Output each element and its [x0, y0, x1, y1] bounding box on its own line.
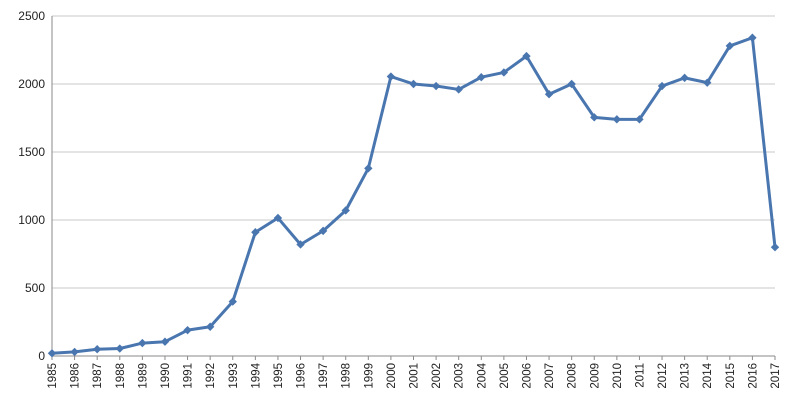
x-tick-labels: 1985 1986 1987 1988 1989 1990 1991 1992 1993 1994…	[47, 362, 782, 388]
data-series	[47, 33, 780, 358]
data-point-2017	[770, 243, 780, 252]
x-tick-label: 2004	[476, 362, 488, 388]
x-tick-label: 1985	[47, 363, 59, 389]
data-point-2013	[680, 73, 689, 83]
x-tick-label: 2009	[589, 363, 601, 389]
data-point-1993	[228, 297, 237, 306]
axes	[51, 16, 776, 360]
data-point-1988	[115, 344, 124, 353]
x-tick-label: 1993	[228, 363, 240, 389]
data-point-2007	[544, 90, 554, 99]
data-point-2000	[386, 72, 396, 81]
data-point-2005	[499, 68, 509, 77]
x-tick-label: 2010	[612, 363, 624, 389]
data-point-1994	[251, 228, 260, 237]
x-tick-label: 2001	[409, 363, 421, 389]
x-tick-label: 1987	[92, 363, 104, 389]
y-tick-label: 2000	[18, 77, 45, 91]
y-tick-label: 2500	[18, 9, 45, 23]
x-tick-label: 1997	[318, 363, 330, 389]
data-point-2008	[567, 79, 576, 89]
x-tick-label: 1995	[273, 363, 285, 389]
data-point-2009	[590, 113, 599, 122]
x-tick-label: 1989	[137, 363, 149, 389]
x-tick-label: 2013	[680, 363, 692, 389]
data-point-2001	[409, 79, 418, 89]
x-tick-label: 2008	[567, 363, 579, 389]
x-tick-label: 2005	[499, 363, 511, 389]
data-point-1991	[183, 325, 192, 335]
data-point-2003	[454, 85, 463, 94]
x-tick-label: 2014	[702, 362, 714, 388]
x-tick-label: 1999	[363, 363, 375, 389]
data-point-2014	[703, 78, 712, 87]
x-tick-label: 2006	[521, 363, 533, 389]
x-tick-label: 1990	[160, 363, 172, 389]
y-tick-labels: 0 500 1000 1500 2000 2500	[18, 9, 45, 363]
data-point-1987	[92, 345, 102, 354]
x-tick-label: 1996	[296, 363, 308, 389]
data-point-1998	[341, 206, 350, 215]
y-tick-label: 0	[38, 349, 45, 363]
data-point-1992	[205, 322, 215, 331]
data-point-2010	[612, 115, 622, 124]
data-point-2006	[522, 51, 531, 61]
x-tick-label: 2012	[657, 363, 669, 389]
x-tick-label: 1988	[115, 363, 127, 389]
x-tick-label: 1991	[183, 363, 195, 389]
data-point-1990	[160, 337, 170, 346]
data-point-1995	[273, 213, 283, 223]
x-tick-label: 1998	[341, 363, 353, 389]
data-point-2015	[725, 41, 735, 51]
gridlines	[52, 15, 775, 289]
data-point-1999	[364, 164, 373, 173]
x-tick-label: 2016	[747, 363, 759, 389]
y-tick-label: 500	[25, 281, 45, 295]
x-tick-label: 1992	[205, 363, 217, 389]
x-tick-label: 2007	[544, 363, 556, 389]
data-point-1985	[47, 349, 57, 358]
data-point-1997	[318, 226, 328, 236]
data-point-2011	[635, 115, 644, 124]
data-point-2002	[431, 81, 441, 91]
data-point-2004	[477, 73, 486, 82]
y-tick-label: 1000	[18, 213, 45, 227]
x-tick-label: 2015	[725, 363, 737, 389]
data-point-1996	[296, 240, 305, 249]
data-point-1986	[70, 347, 79, 357]
x-tick-label: 2017	[770, 363, 782, 389]
y-tick-label: 1500	[18, 145, 45, 159]
data-point-2012	[657, 81, 667, 91]
x-tick-label: 1994	[250, 362, 262, 388]
x-tick-label: 2002	[431, 363, 443, 389]
x-tick-label: 2003	[454, 363, 466, 389]
x-tick-label: 2011	[634, 363, 646, 388]
data-point-1989	[138, 338, 147, 348]
x-tick-label: 1986	[70, 363, 82, 389]
data-point-2016	[748, 33, 757, 42]
x-tick-label: 2000	[386, 363, 398, 389]
